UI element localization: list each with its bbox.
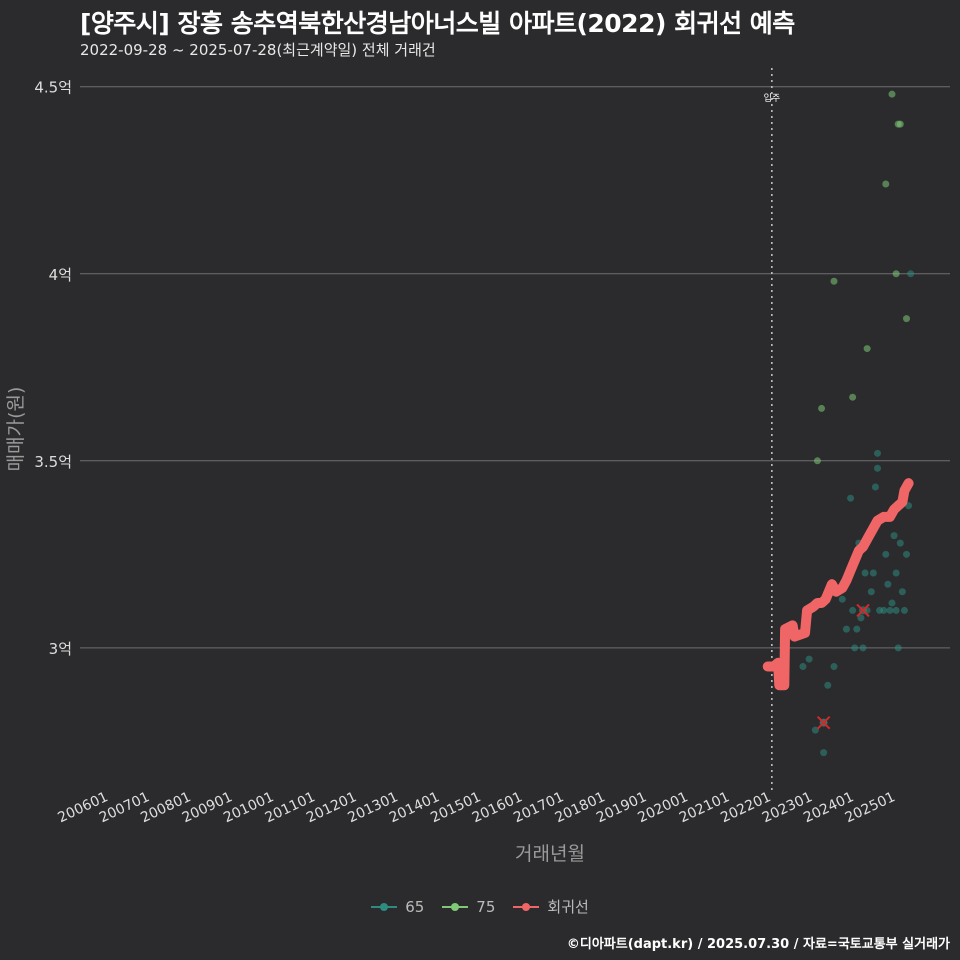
point-75: [863, 345, 871, 353]
point-75: [882, 180, 890, 188]
legend: 65 75 회귀선: [0, 896, 960, 917]
point-65: [857, 614, 865, 622]
y-tick-label: 3.5억: [34, 453, 72, 471]
x-axis-title: 거래년월: [515, 843, 585, 865]
y-axis-title: 매매가(원): [5, 387, 27, 472]
legend-key-65: [371, 899, 398, 915]
point-65: [884, 580, 892, 588]
point-65: [811, 726, 819, 734]
point-65: [903, 550, 910, 558]
point-65: [859, 644, 867, 652]
legend-item-65: 65: [371, 898, 424, 916]
legend-item-75: 75: [442, 898, 495, 916]
chart-subtitle: 2022-09-28 ~ 2025-07-28(최근계약일) 전체 거래건: [80, 41, 436, 59]
point-65: [900, 606, 908, 614]
point-75: [892, 270, 900, 278]
point-65: [874, 464, 881, 472]
point-75: [818, 404, 826, 412]
point-65: [869, 569, 877, 577]
point-65: [847, 494, 855, 502]
regression-layer: [762, 478, 914, 730]
point-65: [876, 606, 884, 614]
regression-line: [762, 478, 914, 691]
point-65: [886, 606, 894, 614]
point-65: [907, 270, 915, 278]
chart-title: [양주시] 장흥 송추역북한산경남아너스빌 아파트(2022) 회귀선 예측: [80, 9, 795, 38]
point-65: [874, 449, 881, 457]
point-65: [805, 655, 813, 663]
point-65: [861, 569, 869, 577]
point-65: [871, 483, 879, 491]
point-65: [842, 625, 850, 633]
legend-label-65: 65: [405, 897, 425, 916]
footer-credit: ©디아파트(dapt.kr) / 2025.07.30 / 자료=국토교통부 실…: [566, 937, 950, 952]
y-tick-label: 3억: [49, 640, 72, 658]
y-tick-label: 4억: [49, 266, 72, 284]
point-65: [799, 663, 807, 671]
legend-key-75: [442, 899, 469, 915]
point-65: [890, 532, 898, 540]
point-75: [888, 90, 896, 98]
point-65: [851, 644, 859, 652]
outlier-marker: [856, 603, 870, 618]
point-65: [830, 663, 838, 671]
axes: 3억3.5억4억4.5억2006012007012008012009012010…: [5, 79, 898, 865]
legend-label-regression: 회귀선: [547, 898, 589, 916]
y-tick-label: 4.5억: [34, 79, 72, 97]
legend-key-regression: [513, 899, 540, 915]
point-65: [838, 595, 846, 603]
point-65: [896, 539, 904, 547]
point-65: [894, 644, 902, 652]
point-65: [898, 588, 906, 596]
annotation-label: 입주: [764, 92, 781, 104]
gridlines: [80, 86, 950, 649]
point-65: [888, 599, 896, 607]
point-65: [820, 749, 828, 757]
point-75: [813, 457, 821, 465]
scatter-points: [799, 90, 915, 757]
point-65: [849, 606, 857, 614]
point-65: [892, 606, 900, 614]
point-65: [882, 550, 890, 558]
legend-item-regression: 회귀선: [513, 896, 589, 917]
point-65: [853, 625, 861, 633]
point-65: [892, 569, 900, 577]
point-65: [824, 681, 832, 689]
outlier-marker: [816, 715, 831, 730]
point-75: [849, 393, 857, 401]
point-75: [896, 120, 904, 128]
point-75: [903, 315, 910, 323]
point-75: [830, 277, 838, 285]
point-65: [867, 588, 875, 596]
legend-label-75: 75: [476, 897, 496, 916]
